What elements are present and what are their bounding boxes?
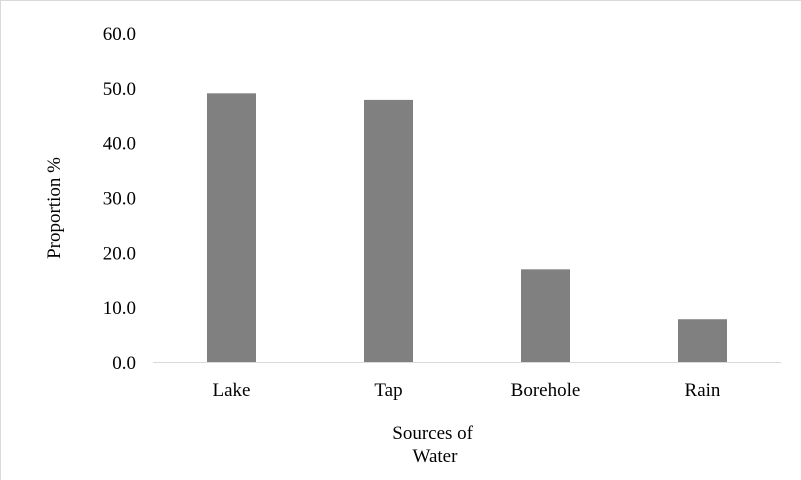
x-axis-tick-labels: Lake Tap Borehole Rain — [213, 380, 721, 401]
y-tick-label: 20.0 — [103, 243, 136, 264]
x-tick-label-rain: Rain — [685, 380, 721, 401]
x-axis-title: Sources of Water — [392, 423, 477, 467]
x-tick-label-lake: Lake — [213, 380, 251, 401]
x-tick-label-borehole: Borehole — [511, 380, 581, 401]
x-tick-label-tap: Tap — [374, 380, 402, 401]
y-axis-tick-labels: 0.0 10.0 20.0 30.0 40.0 50.0 60.0 — [103, 24, 136, 374]
y-tick-label: 60.0 — [103, 24, 136, 45]
y-tick-label: 40.0 — [103, 134, 136, 155]
y-tick-label: 10.0 — [103, 298, 136, 319]
bar-lake — [207, 93, 256, 363]
y-tick-label: 30.0 — [103, 189, 136, 210]
bar-tap — [364, 99, 413, 362]
bar-rain — [678, 319, 727, 362]
y-tick-label: 0.0 — [112, 353, 136, 374]
y-tick-label: 50.0 — [103, 79, 136, 100]
x-axis-title-line-2: Water — [413, 446, 459, 467]
y-axis-title: Proportion % — [44, 157, 65, 259]
x-axis-title-line-1: Sources of — [392, 423, 473, 444]
bar-borehole — [521, 269, 570, 362]
bars — [207, 93, 727, 363]
